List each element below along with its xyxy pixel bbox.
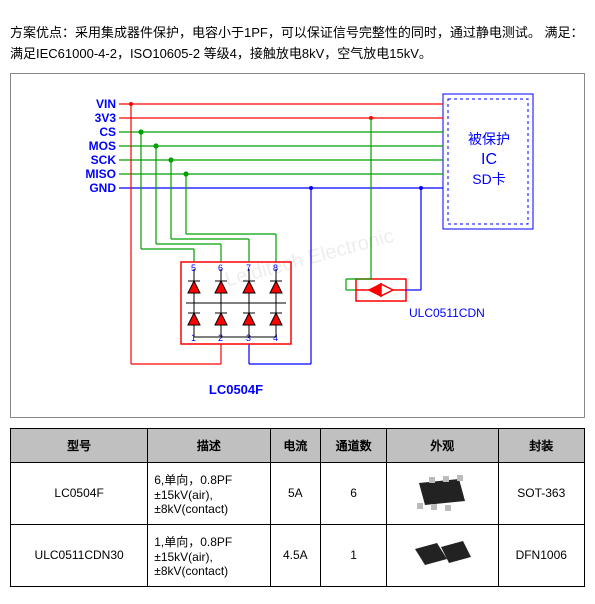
svg-text:IC: IC [481,151,497,168]
sig-mos: MOS [89,139,116,153]
circuit-diagram: Leiditech Electronic VIN 3V3 CS MOS SCK … [10,73,585,418]
svg-text:ULC0511CDN: ULC0511CDN [409,306,485,320]
sig-3v3: 3V3 [95,111,117,125]
th-desc: 描述 [148,428,270,462]
description-text: 方案优点：采用集成器件保护，电容小于1PF，可以保证信号完整性的同时，通过静电测… [10,23,585,65]
cell-model: LC0504F [11,462,148,524]
sig-miso: MISO [85,167,116,181]
table-row: ULC0511CDN301,单向，0.8PF±15kV(air),±8kV(co… [11,524,585,586]
cell-desc: 1,单向，0.8PF±15kV(air),±8kV(contact) [148,524,270,586]
sig-sck: SCK [91,153,117,167]
cell-channels: 1 [321,524,387,586]
cell-look [387,524,499,586]
cell-current: 5A [270,462,321,524]
ulc-tvs: ULC0511CDN [346,116,485,320]
th-package: 封装 [498,428,585,462]
signal-labels: VIN 3V3 CS MOS SCK MISO GND [85,97,116,195]
table-row: LC0504F6,单向，0.8PF±15kV(air),±8kV(contact… [11,462,585,524]
cell-current: 4.5A [270,524,321,586]
th-channels: 通道数 [321,428,387,462]
sig-vin: VIN [96,97,116,111]
svg-text:SD卡: SD卡 [472,171,505,187]
svg-text:被保护: 被保护 [468,131,510,147]
cell-channels: 6 [321,462,387,524]
cell-model: ULC0511CDN30 [11,524,148,586]
th-look: 外观 [387,428,499,462]
sig-cs: CS [99,125,116,139]
lc0504f-droplines [139,130,276,262]
cell-package: SOT-363 [498,462,585,524]
diagram-svg: Leiditech Electronic VIN 3V3 CS MOS SCK … [11,74,584,414]
th-model: 型号 [11,428,148,462]
svg-text:LC0504F: LC0504F [209,382,263,397]
cell-look [387,462,499,524]
cell-desc: 6,单向，0.8PF±15kV(air),±8kV(contact) [148,462,270,524]
d-bot [188,303,282,337]
cell-package: DFN1006 [498,524,585,586]
protected-box: 被保护 IC SD卡 [443,94,533,229]
parts-table: 型号 描述 电流 通道数 外观 封装 LC0504F6,单向，0.8PF±15k… [10,428,585,587]
bus-lines [119,104,443,188]
sig-gnd: GND [89,181,116,195]
th-current: 电流 [270,428,321,462]
